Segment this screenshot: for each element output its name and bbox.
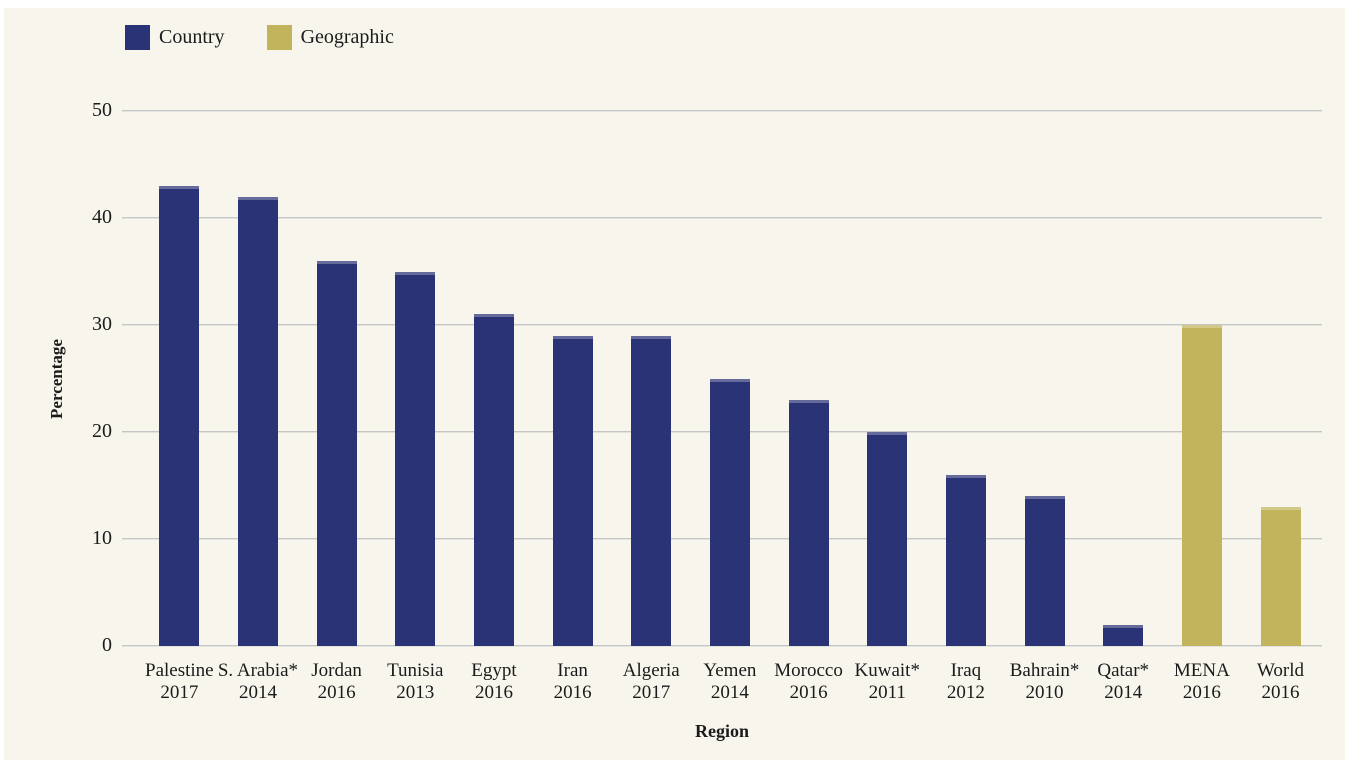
x-tick-year: 2013: [396, 682, 435, 703]
x-tick-name: Iraq: [950, 660, 982, 681]
bar-jordan-2016: [316, 260, 357, 646]
bar-palestine-2017: [159, 185, 200, 646]
x-tick-label-kuwait-2011: Kuwait* 2011: [827, 660, 947, 704]
x-tick-label-mena-2016: MENA 2016: [1142, 660, 1262, 704]
x-tick-name: Jordan: [311, 660, 362, 681]
x-tick-year: 2016: [317, 682, 356, 703]
y-tick-label-30: 30: [92, 313, 112, 335]
x-tick-label-bahrain-2010: Bahrain* 2010: [985, 660, 1105, 704]
bar-world-2016: [1260, 506, 1301, 646]
bar-s-arabia-2014: [237, 196, 278, 646]
legend-item-geographic: Geographic: [266, 25, 394, 50]
bar-mena-2016: [1181, 325, 1222, 646]
x-tick-label-yemen-2014: Yemen 2014: [670, 660, 790, 704]
chart-background-panel: Country Geographic Percentage 0 10 20 30 40 5…: [4, 8, 1345, 760]
x-tick-year: 2010: [1025, 682, 1064, 703]
x-tick-year: 2016: [553, 682, 592, 703]
x-tick-label-morocco-2016: Morocco 2016: [749, 660, 869, 704]
bar-tunisia-2013: [395, 271, 436, 646]
bar-iran-2016: [552, 335, 593, 646]
x-tick-year: 2017: [160, 682, 199, 703]
x-tick-year: 2014: [710, 682, 749, 703]
x-tick-label-iran-2016: Iran 2016: [513, 660, 633, 704]
x-tick-year: 2016: [474, 682, 513, 703]
x-tick-name: Bahrain*: [1009, 660, 1080, 681]
gridline-0: [122, 645, 1322, 647]
x-tick-name: Egypt: [471, 660, 517, 681]
x-tick-name: Yemen: [703, 660, 757, 681]
y-tick-label-40: 40: [92, 206, 112, 228]
y-tick-label-10: 10: [92, 527, 112, 549]
x-tick-label-s-arabia-2014: S. Arabia* 2014: [198, 660, 318, 704]
legend-item-country: Country: [125, 25, 225, 50]
x-tick-label-egypt-2016: Egypt 2016: [434, 660, 554, 704]
x-tick-year: 2014: [1104, 682, 1143, 703]
x-tick-label-jordan-2016: Jordan 2016: [277, 660, 397, 704]
legend-label-geographic: Geographic: [300, 26, 394, 48]
x-tick-year: 2014: [238, 682, 277, 703]
bar-kuwait-2011: [867, 432, 908, 646]
x-tick-label-qatar-2014: Qatar* 2014: [1063, 660, 1183, 704]
x-tick-name: Kuwait*: [854, 660, 920, 681]
bar-qatar-2014: [1103, 624, 1144, 646]
x-tick-name: Iran: [557, 660, 588, 681]
x-tick-year: 2016: [1261, 682, 1300, 703]
gridline-30: [122, 324, 1322, 326]
y-axis-title: Percentage: [47, 339, 66, 419]
x-tick-name: S. Arabia*: [217, 660, 299, 681]
x-tick-name: MENA: [1173, 660, 1230, 681]
x-tick-year: 2011: [868, 682, 906, 703]
x-axis-title: Region: [695, 721, 749, 741]
x-tick-year: 2016: [789, 682, 828, 703]
x-tick-label-tunisia-2013: Tunisia 2013: [355, 660, 475, 704]
gridline-40: [122, 217, 1322, 219]
x-tick-label-algeria-2017: Algeria 2017: [591, 660, 711, 704]
x-tick-name: Morocco: [774, 660, 843, 681]
x-tick-name: World: [1257, 660, 1305, 681]
bar-morocco-2016: [788, 399, 829, 646]
bar-iraq-2012: [945, 474, 986, 646]
x-tick-year: 2012: [946, 682, 985, 703]
legend-swatch-geographic: [266, 25, 292, 50]
x-tick-label-world-2016: World 2016: [1221, 660, 1341, 704]
legend-swatch-country: [125, 25, 150, 50]
bar-egypt-2016: [473, 314, 514, 646]
x-tick-name: Tunisia: [387, 660, 444, 681]
x-tick-name: Qatar*: [1097, 660, 1150, 681]
bar-yemen-2014: [709, 378, 750, 646]
x-tick-year: 2017: [632, 682, 671, 703]
x-tick-name: Palestine: [145, 660, 214, 681]
x-tick-name: Algeria: [622, 660, 680, 681]
x-tick-label-palestine-2017: Palestine 2017: [119, 660, 239, 704]
y-tick-label-50: 50: [92, 99, 112, 121]
legend: Country Geographic: [125, 25, 394, 50]
y-tick-label-20: 20: [92, 420, 112, 442]
gridline-50: [122, 110, 1322, 112]
bar-algeria-2017: [631, 335, 672, 646]
bar-bahrain-2010: [1024, 496, 1065, 646]
legend-label-country: Country: [159, 26, 225, 48]
plot-area: 0 10 20 30 40 50 Palestine 2017 S. Arabia* 2014 Jo…: [92, 99, 1322, 703]
y-tick-label-0: 0: [102, 634, 112, 656]
x-tick-label-iraq-2012: Iraq 2012: [906, 660, 1026, 704]
x-tick-year: 2016: [1182, 682, 1221, 703]
